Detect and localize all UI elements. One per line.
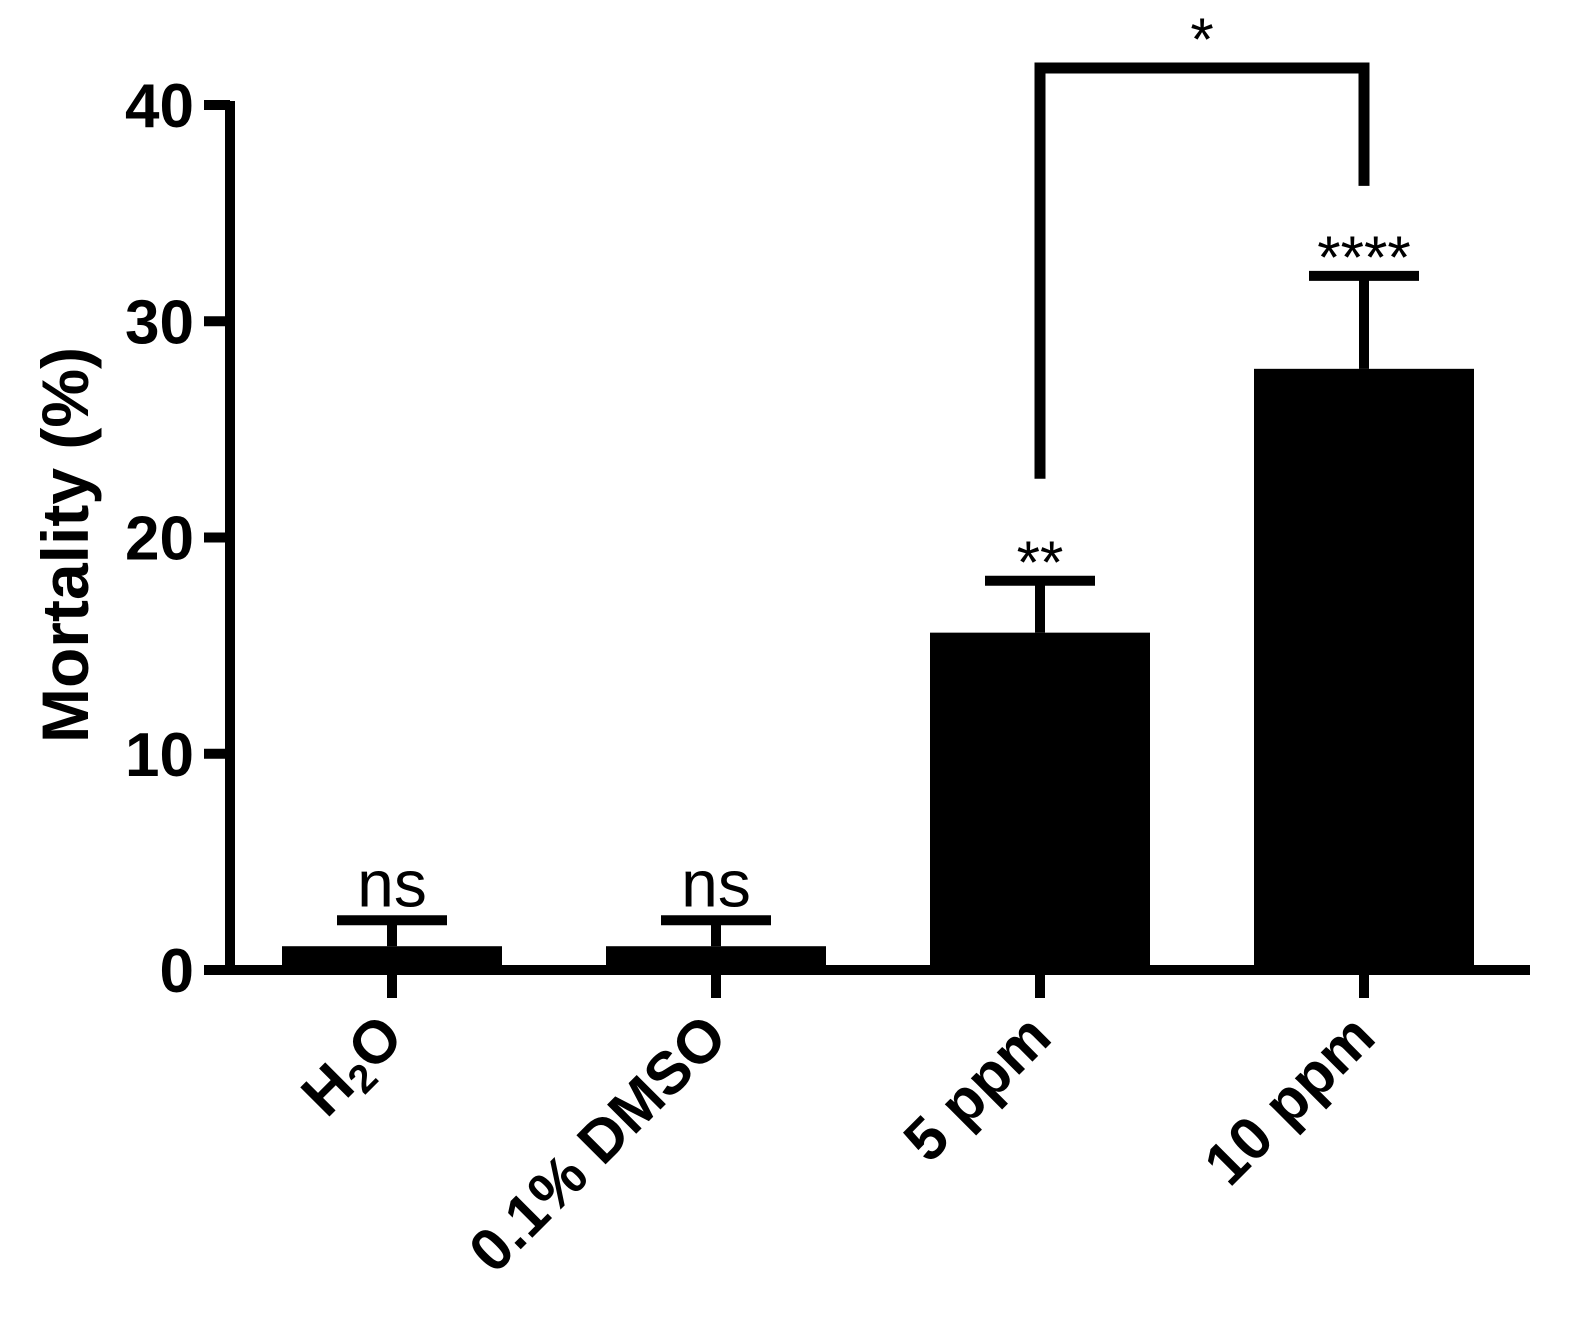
y-tick-label-20: 20 bbox=[125, 505, 194, 574]
x-category-label-main-1: 0.1% DMSO bbox=[456, 1002, 739, 1285]
bar-1 bbox=[606, 946, 826, 970]
y-tick-label-0: 0 bbox=[160, 937, 194, 1006]
comparison-bracket bbox=[1034, 62, 1370, 479]
x-category-label-main-3: 10 ppm bbox=[1191, 1002, 1387, 1198]
bar-3 bbox=[1254, 368, 1474, 970]
significance-label-1: ns bbox=[681, 846, 751, 920]
x-category-label-3: 10 ppm bbox=[1191, 1002, 1387, 1198]
bars bbox=[282, 62, 1474, 970]
comparison-label: * bbox=[1190, 6, 1213, 73]
significance-label-2: ** bbox=[1017, 529, 1064, 596]
y-axis-label: Mortality (%) bbox=[28, 347, 102, 743]
y-tick-label-10: 10 bbox=[125, 721, 194, 790]
significance-label-3: **** bbox=[1317, 224, 1410, 291]
x-category-label-main-2: 5 ppm bbox=[891, 1002, 1063, 1174]
y-tick-label-40: 40 bbox=[125, 72, 194, 141]
x-category-label-0: H2O bbox=[288, 1002, 419, 1133]
x-category-label-1: 0.1% DMSO bbox=[456, 1002, 739, 1285]
significance-label-0: ns bbox=[357, 846, 427, 920]
bar-2 bbox=[930, 632, 1150, 970]
bar-0 bbox=[282, 946, 502, 970]
y-tick-label-30: 30 bbox=[125, 288, 194, 357]
x-category-label-2: 5 ppm bbox=[891, 1002, 1063, 1174]
